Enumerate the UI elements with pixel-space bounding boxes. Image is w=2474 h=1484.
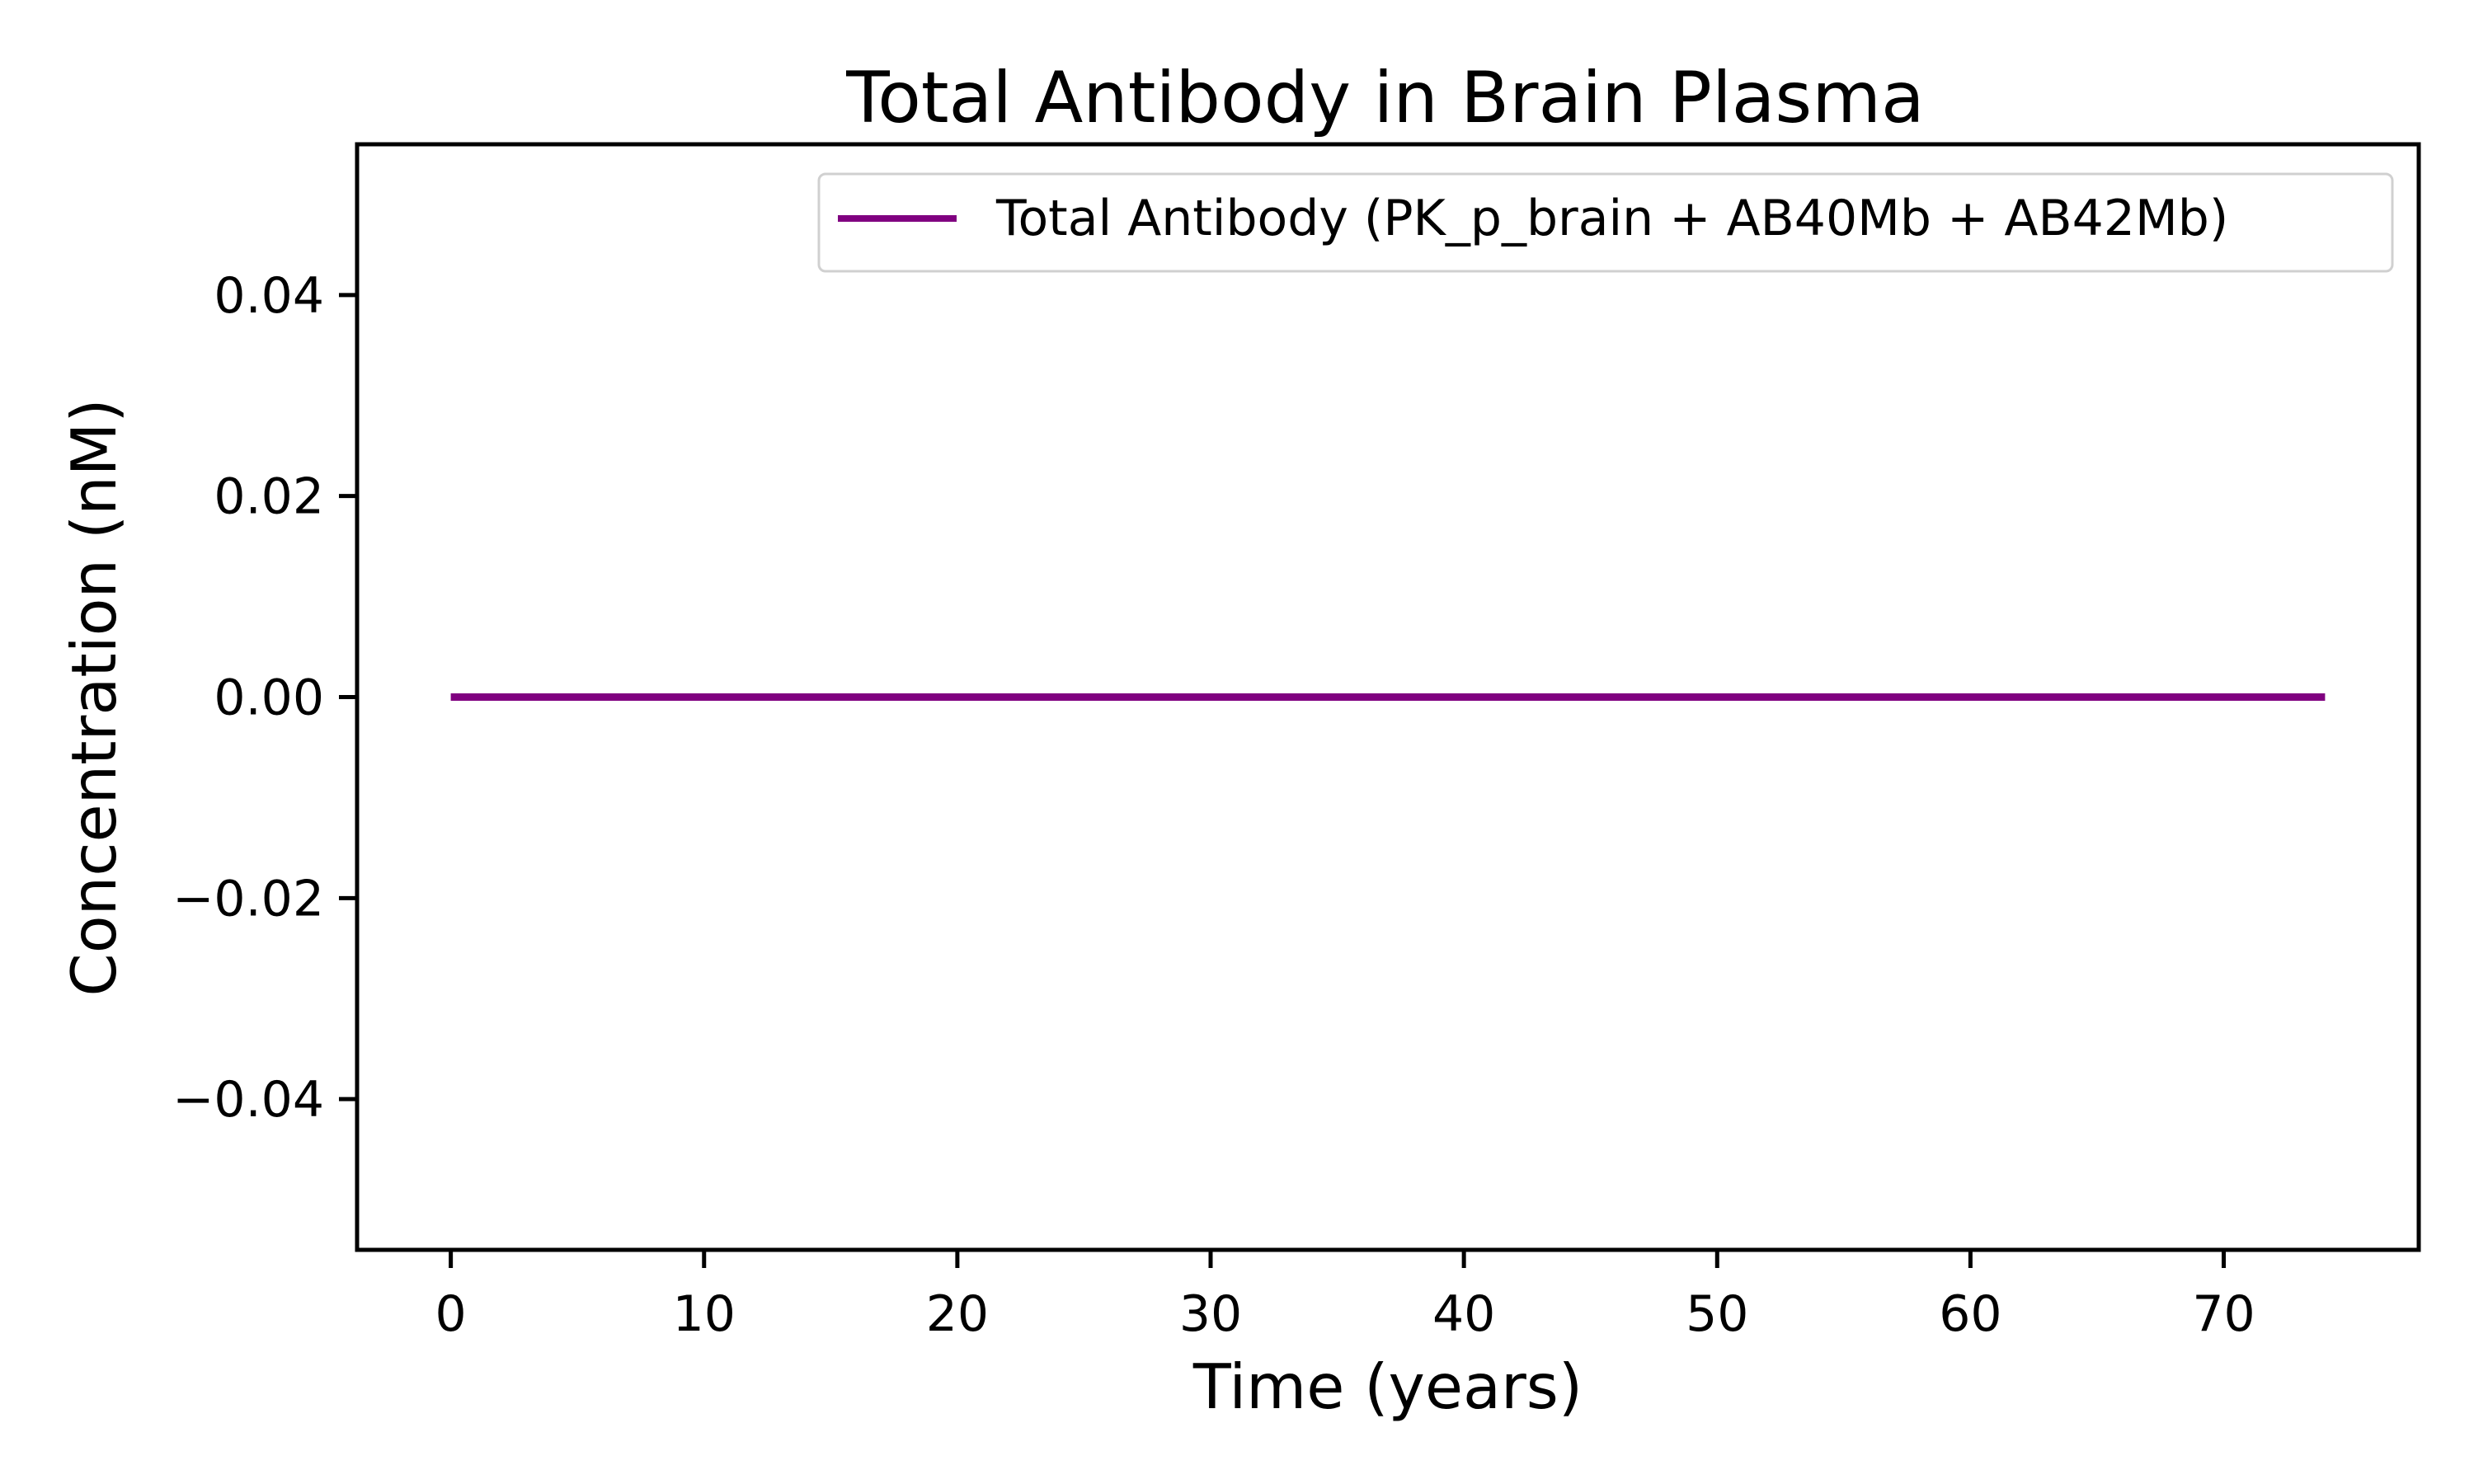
y-axis-ticks: −0.04 −0.02 0.00 0.02 0.04 — [172, 267, 357, 1129]
plot-frame — [355, 142, 2421, 1252]
y-tick-label: −0.02 — [172, 870, 324, 928]
x-tick-label: 10 — [673, 1285, 736, 1343]
y-tick-label: 0.04 — [214, 267, 324, 325]
y-tick-label: −0.04 — [172, 1071, 324, 1129]
legend-box — [817, 172, 2394, 273]
x-tick-label: 50 — [1686, 1285, 1748, 1343]
y-tick-label: 0.02 — [214, 468, 324, 526]
x-tick-label: 40 — [1432, 1285, 1495, 1343]
x-tick-label: 70 — [2192, 1285, 2255, 1343]
x-tick-label: 20 — [926, 1285, 989, 1343]
chart-title: Total Antibody in Brain Plasma — [845, 57, 1924, 139]
x-axis-label: Time (years) — [1192, 1350, 1583, 1423]
x-tick-label: 30 — [1179, 1285, 1242, 1343]
x-tick-label: 60 — [1939, 1285, 2001, 1343]
legend-label: Total Antibody (PK_p_brain + AB40Mb + AB… — [995, 190, 2228, 247]
legend: Total Antibody (PK_p_brain + AB40Mb + AB… — [817, 172, 2394, 273]
y-axis-label: Concentration (nM) — [58, 398, 130, 996]
x-tick-label: 0 — [435, 1285, 467, 1343]
y-tick-label: 0.00 — [214, 669, 324, 727]
x-axis-ticks: 0 10 20 30 40 50 60 70 — [435, 1250, 2255, 1343]
